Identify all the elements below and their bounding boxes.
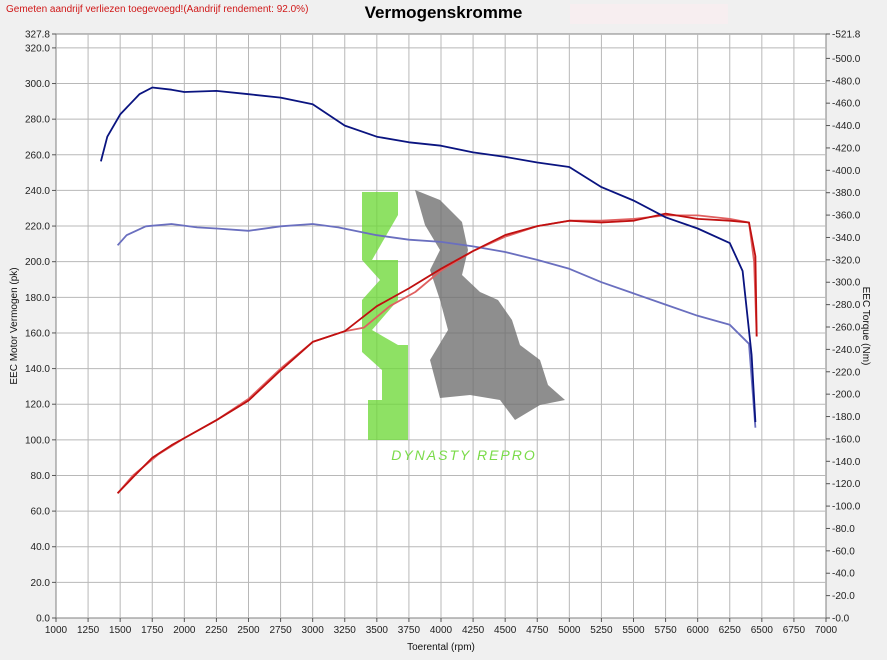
y-left-tick-label: 260.0 <box>25 150 50 161</box>
y-left-tick-label: 280.0 <box>25 115 50 126</box>
grid-lines <box>56 34 826 618</box>
y-left-tick-label: 160.0 <box>25 328 50 339</box>
y-right-tick-label: -320.0 <box>832 255 861 266</box>
y-left-tick-label: 60.0 <box>31 507 51 518</box>
drivetrain-loss-note: Gemeten aandrijf verliezen toegevoegd!(A… <box>6 4 309 15</box>
y-right-tick-label: -300.0 <box>832 278 861 289</box>
y-right-tick-label: -340.0 <box>832 233 861 244</box>
y-left-tick-label: 100.0 <box>25 435 50 446</box>
y-left-tick-label: 240.0 <box>25 186 50 197</box>
y-right-tick-label: -200.0 <box>832 390 861 401</box>
y-right-tick-label: -440.0 <box>832 121 861 132</box>
y-left-tick-label: 180.0 <box>25 293 50 304</box>
y-left-tick-label: 20.0 <box>31 578 51 589</box>
y-right-tick-label: -20.0 <box>832 591 855 602</box>
y-right-tick-label: -40.0 <box>832 569 855 580</box>
y-right-tick-label: -0.0 <box>832 614 850 625</box>
series-line-2 <box>116 223 757 428</box>
x-tick-label: 7000 <box>815 625 838 636</box>
series-line-3 <box>116 212 758 494</box>
left-y-axis-label: EEC Motor Vermogen (pk) <box>9 267 20 384</box>
y-left-tick-label: 300.0 <box>25 79 50 90</box>
y-right-tick-label: -500.0 <box>832 54 861 65</box>
series-lines <box>100 86 758 494</box>
y-right-tick-label: -240.0 <box>832 345 861 356</box>
y-left-tick-label: 0.0 <box>36 614 50 625</box>
y-right-tick-label: -180.0 <box>832 412 861 423</box>
y-left-tick-label: 140.0 <box>25 364 50 375</box>
x-tick-labels: 1000 1250 1500 1750 2000 2250 2500 2750 3000 3250… <box>45 618 838 636</box>
x-tick-label: 4750 <box>526 625 549 636</box>
series-line-4 <box>100 86 757 423</box>
y-right-tick-label: -400.0 <box>832 166 861 177</box>
y-right-tick-label: -260.0 <box>832 323 861 334</box>
x-tick-label: 6000 <box>687 625 710 636</box>
x-tick-label: 3750 <box>398 625 421 636</box>
x-tick-label: 6250 <box>719 625 742 636</box>
y-right-tick-label: -280.0 <box>832 300 861 311</box>
y-left-tick-label: 40.0 <box>31 542 51 553</box>
y-right-tick-label: -420.0 <box>832 143 861 154</box>
x-tick-label: 3500 <box>366 625 389 636</box>
x-tick-label: 2250 <box>205 625 228 636</box>
x-tick-label: 2000 <box>173 625 196 636</box>
y-right-tick-label: -100.0 <box>832 502 861 513</box>
left-y-tick-labels: 0.0 20.0 40.0 60.0 80.0 100.0 120.0 140.0 160.0 1… <box>25 30 56 625</box>
y-right-tick-label: -80.0 <box>832 524 855 535</box>
x-tick-label: 6500 <box>751 625 774 636</box>
y-right-tick-label: -140.0 <box>832 457 861 468</box>
watermark-green-shape <box>362 192 408 440</box>
right-y-axis-label: EEC Torque (Nm) <box>860 287 871 366</box>
x-tick-label: 1250 <box>77 625 100 636</box>
x-tick-label: 5500 <box>622 625 645 636</box>
y-left-tick-label: 200.0 <box>25 257 50 268</box>
watermark-text: DYNASTY REPRO <box>391 447 537 463</box>
y-right-tick-label: -120.0 <box>832 479 861 490</box>
y-right-tick-label: -160.0 <box>832 434 861 445</box>
y-left-tick-label: 327.8 <box>25 30 50 41</box>
x-axis-label: Toerental (rpm) <box>407 642 475 653</box>
x-tick-label: 1000 <box>45 625 68 636</box>
y-right-tick-label: -380.0 <box>832 188 861 199</box>
title-highlight-box <box>570 4 728 24</box>
x-tick-label: 2750 <box>269 625 292 636</box>
x-tick-label: 2500 <box>237 625 260 636</box>
x-tick-label: 4000 <box>430 625 453 636</box>
y-right-tick-label: -521.8 <box>832 30 861 41</box>
x-tick-label: 1500 <box>109 625 132 636</box>
x-tick-label: 3000 <box>302 625 325 636</box>
dynasty-repro-watermark: DYNASTY REPRO <box>362 190 565 463</box>
watermark-gray-shape <box>415 190 565 420</box>
y-right-tick-label: -220.0 <box>832 367 861 378</box>
right-y-tick-labels: -0.0 -20.0 -40.0 -60.0 -80.0 -100.0 -120.0 -140… <box>826 30 861 625</box>
y-right-tick-label: -460.0 <box>832 99 861 110</box>
x-tick-label: 5000 <box>558 625 581 636</box>
y-right-tick-label: -480.0 <box>832 76 861 87</box>
x-tick-label: 5250 <box>590 625 613 636</box>
x-tick-label: 5750 <box>654 625 677 636</box>
chart-title: Vermogenskromme <box>364 3 523 22</box>
x-tick-label: 6750 <box>783 625 806 636</box>
x-tick-label: 3250 <box>334 625 357 636</box>
x-tick-label: 4250 <box>462 625 485 636</box>
x-tick-label: 1750 <box>141 625 164 636</box>
y-right-tick-label: -360.0 <box>832 211 861 222</box>
y-left-tick-label: 120.0 <box>25 400 50 411</box>
y-left-tick-label: 80.0 <box>31 471 51 482</box>
y-left-tick-label: 220.0 <box>25 222 50 233</box>
y-right-tick-label: -60.0 <box>832 546 855 557</box>
x-tick-label: 4500 <box>494 625 517 636</box>
y-left-tick-label: 320.0 <box>25 43 50 54</box>
